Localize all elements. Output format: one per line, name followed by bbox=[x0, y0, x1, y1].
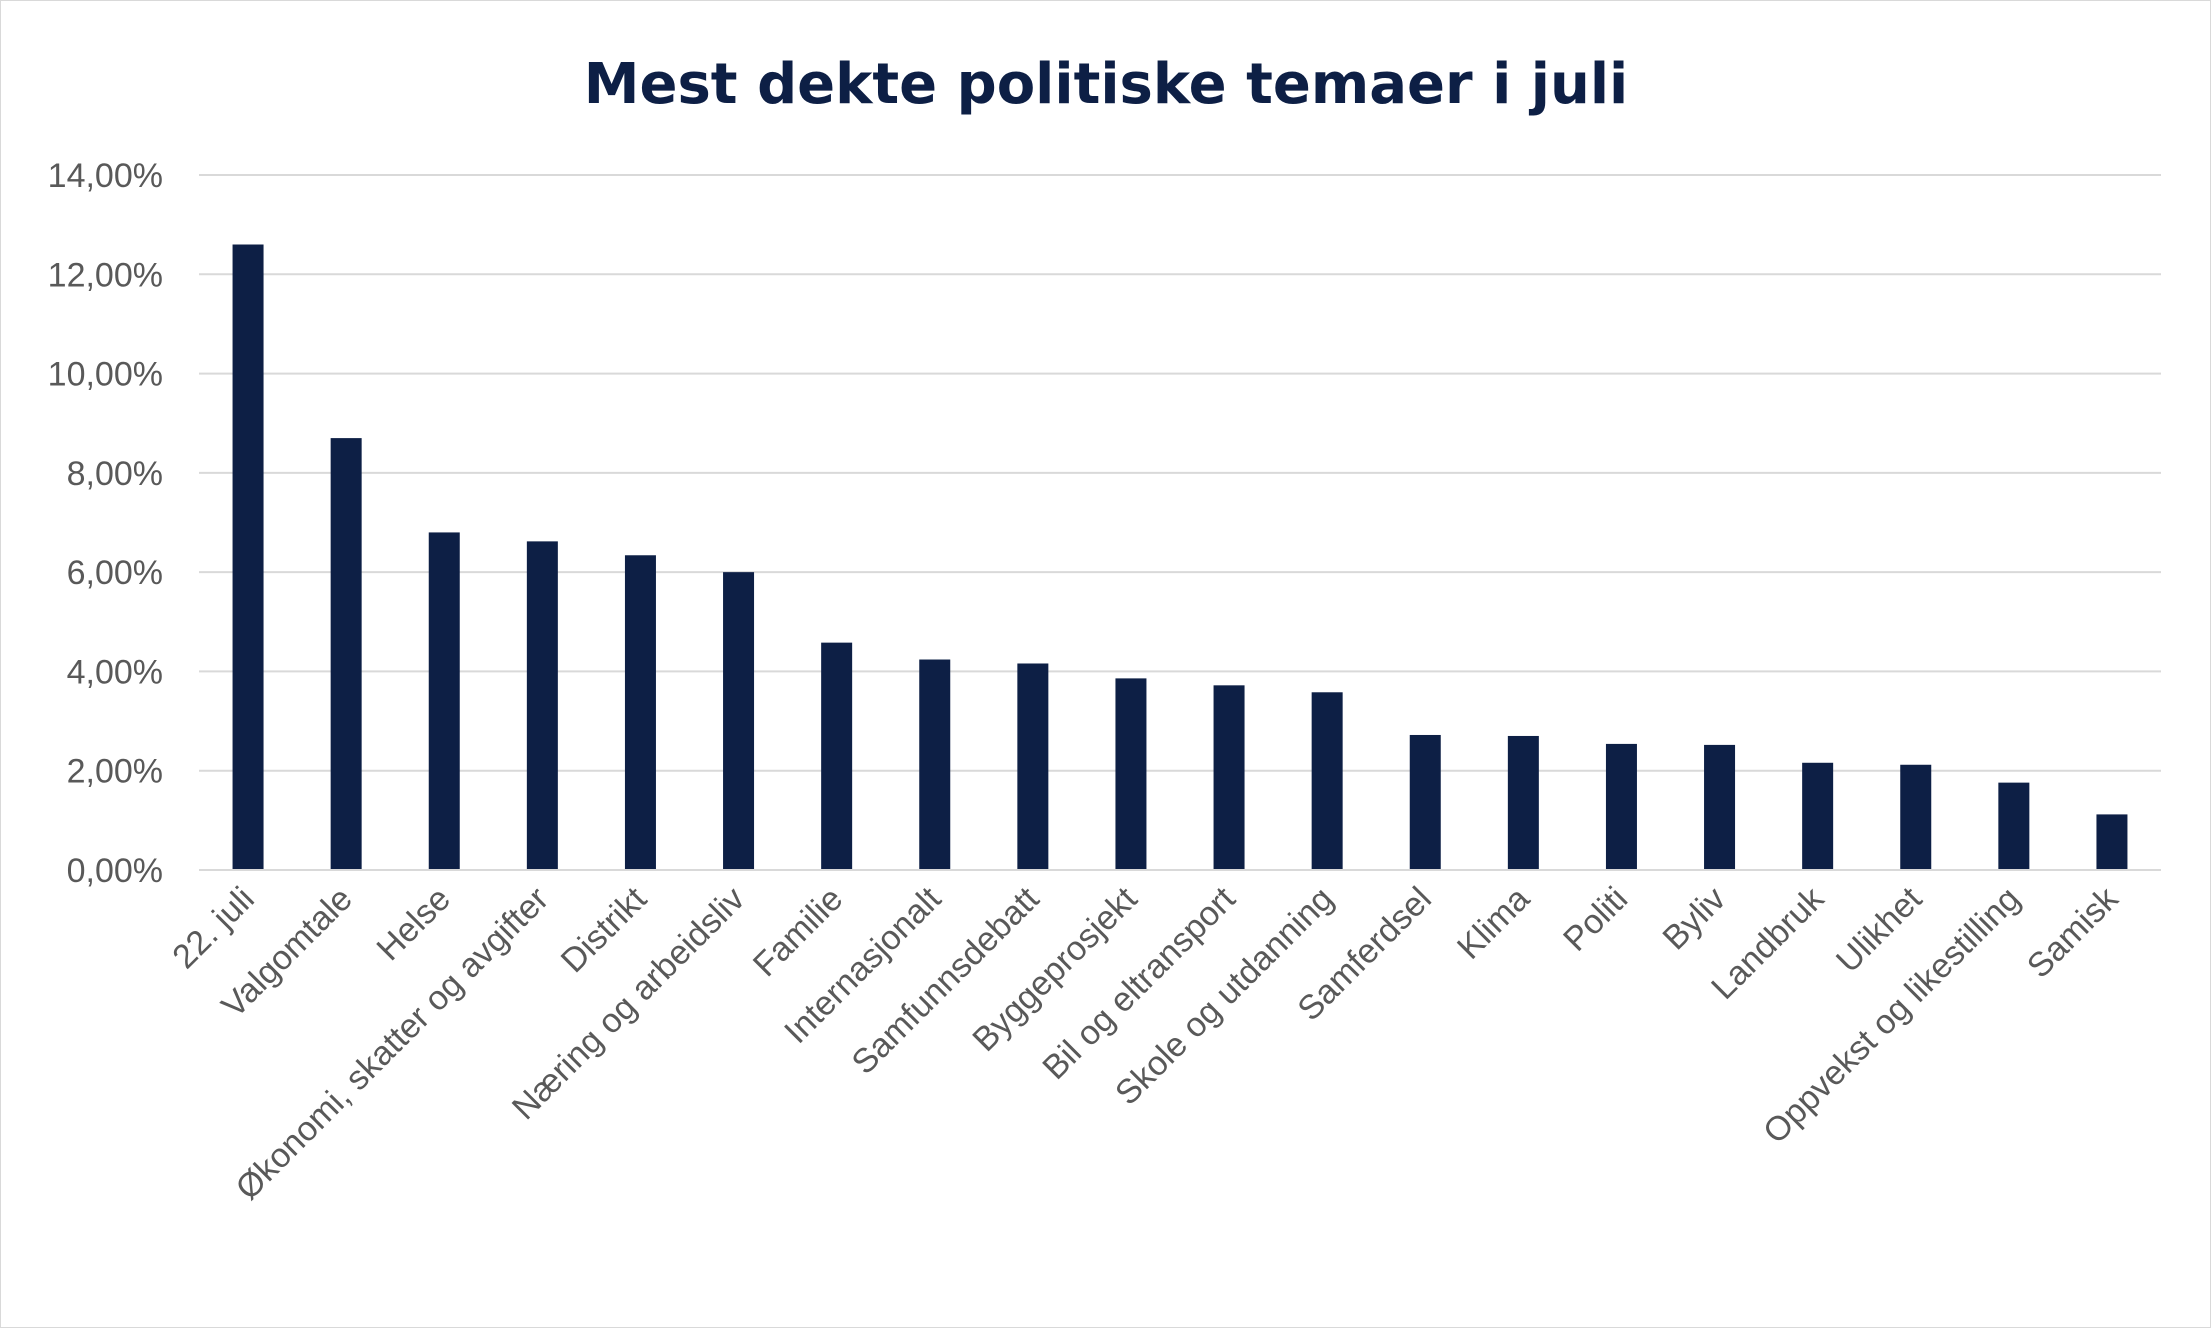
x-category-label: Politi bbox=[1556, 880, 1635, 959]
y-tick-label: 8,00% bbox=[67, 455, 163, 493]
y-tick-label: 4,00% bbox=[67, 653, 163, 691]
bar bbox=[821, 642, 853, 870]
bar bbox=[1409, 734, 1441, 870]
y-tick-label: 14,00% bbox=[48, 157, 163, 195]
bar bbox=[428, 532, 460, 870]
bar bbox=[1115, 678, 1147, 870]
bar bbox=[723, 572, 755, 870]
bar bbox=[1704, 744, 1736, 870]
bar bbox=[330, 438, 362, 870]
x-category-label: Helse bbox=[370, 880, 458, 968]
x-category-label: 22. juli bbox=[165, 880, 261, 976]
x-category-label: Byliv bbox=[1656, 880, 1734, 958]
bar bbox=[526, 541, 558, 870]
y-tick-label: 0,00% bbox=[67, 852, 163, 890]
bar bbox=[1802, 762, 1834, 870]
bar bbox=[2096, 814, 2128, 870]
x-category-label: Klima bbox=[1450, 880, 1537, 967]
chart-title: Mest dekte politiske temaer i juli bbox=[584, 52, 1628, 117]
x-category-label: Samisk bbox=[2020, 879, 2126, 985]
bar bbox=[919, 659, 951, 870]
bar bbox=[1605, 743, 1637, 870]
bar bbox=[1017, 663, 1049, 870]
bar bbox=[232, 244, 264, 870]
bar bbox=[1900, 764, 1932, 870]
bar bbox=[624, 555, 656, 870]
bar bbox=[1213, 685, 1245, 870]
bars bbox=[232, 244, 2128, 870]
bar bbox=[1311, 692, 1343, 870]
bar bbox=[1507, 735, 1539, 870]
y-tick-label: 12,00% bbox=[48, 256, 163, 294]
y-tick-label: 6,00% bbox=[67, 554, 163, 592]
y-tick-label: 10,00% bbox=[48, 356, 163, 394]
y-tick-label: 2,00% bbox=[67, 753, 163, 791]
y-axis-ticks: 0,00% 2,00% 4,00% 6,00% 8,00% 10,00% 12,00% 14,… bbox=[48, 157, 163, 890]
bar bbox=[1998, 782, 2030, 870]
gridlines bbox=[199, 174, 2161, 772]
